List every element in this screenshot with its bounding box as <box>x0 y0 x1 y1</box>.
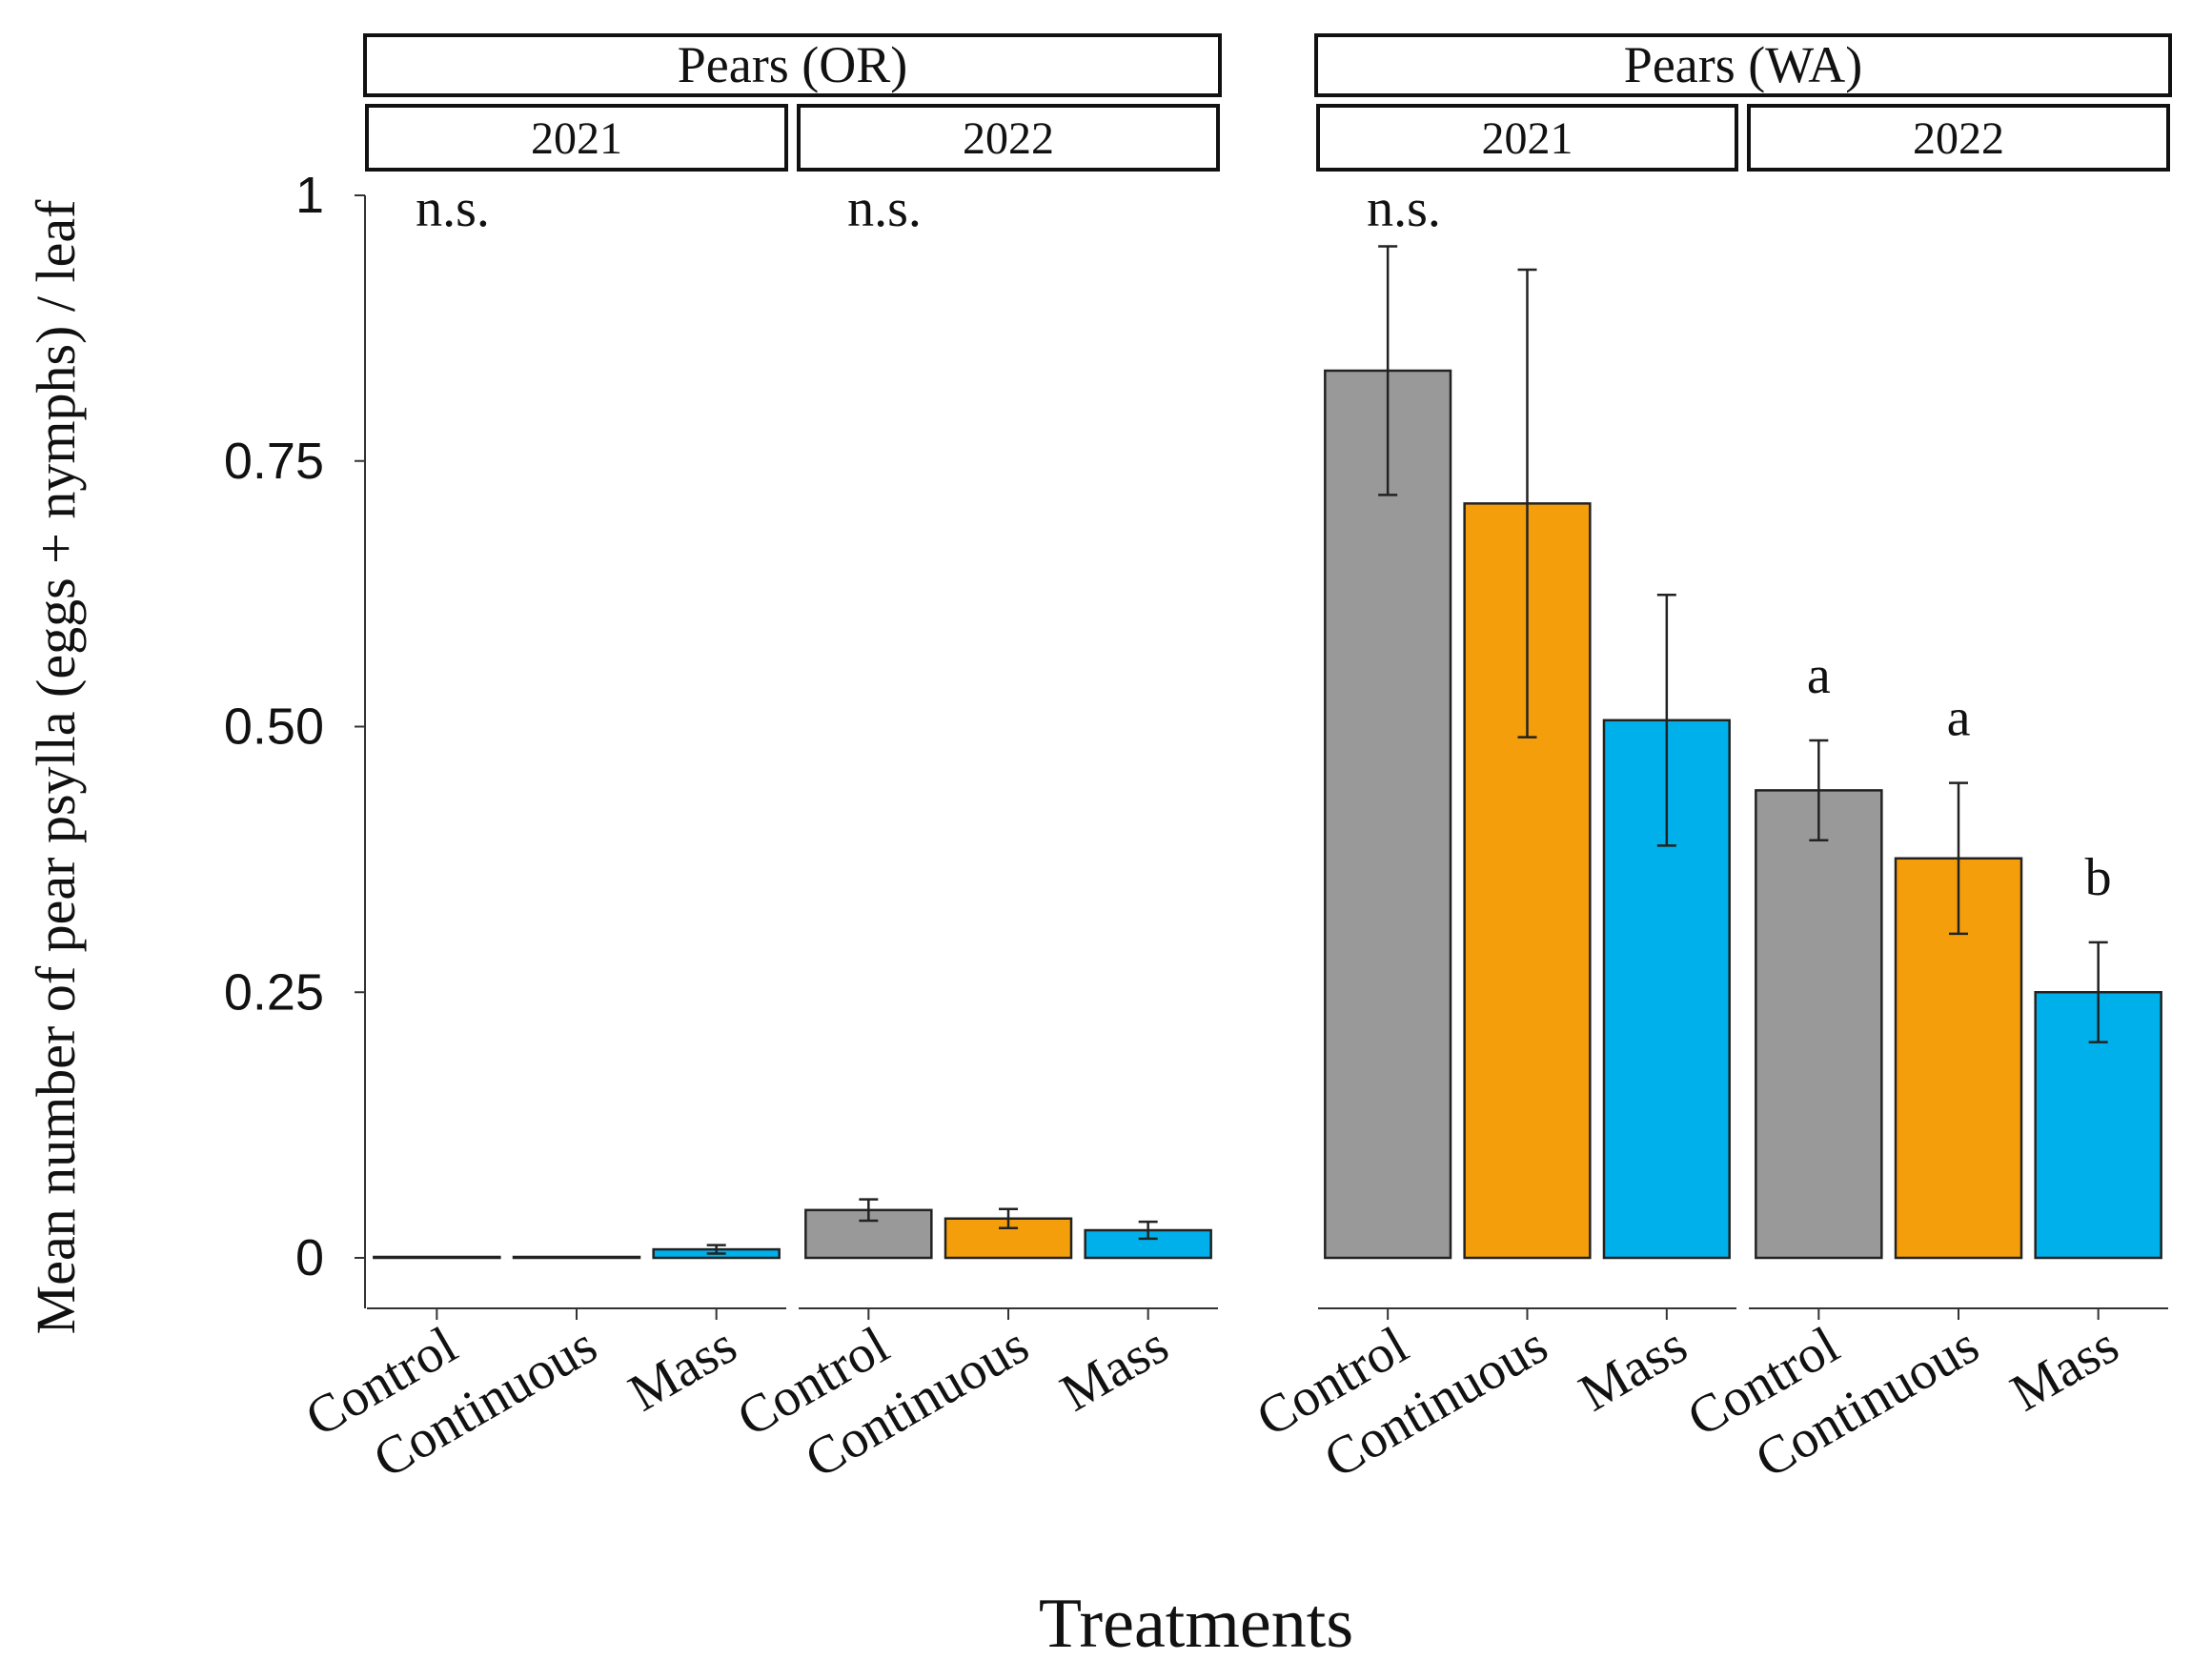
year-strip-label: 2021 <box>531 113 622 164</box>
bar <box>804 1208 933 1260</box>
year-strip <box>365 104 788 172</box>
significance-letter: a <box>1947 689 1971 748</box>
x-tick-label: Mass <box>619 1316 746 1424</box>
panel-annotation: n.s. <box>847 179 922 238</box>
y-tick-label: 1 <box>295 167 324 224</box>
x-tick-label: Mass <box>1570 1316 1696 1424</box>
x-tick-label: Mass <box>1051 1316 1178 1424</box>
bar <box>373 1255 501 1260</box>
panel-annotation: n.s. <box>416 179 490 238</box>
bar <box>1324 369 1452 1260</box>
bar <box>1755 789 1883 1260</box>
year-strip <box>1747 104 2170 172</box>
year-strip <box>797 104 1220 172</box>
y-tick-label: 0.50 <box>224 698 324 756</box>
year-strip <box>1316 104 1738 172</box>
group-strip-label: Pears (OR) <box>678 36 907 93</box>
y-tick-label: 0.75 <box>224 433 324 490</box>
x-axis-label: Treatments <box>1039 1585 1353 1663</box>
group-strip <box>1314 33 2172 97</box>
x-tick-label: Mass <box>2001 1316 2128 1424</box>
y-tick-label: 0 <box>295 1229 324 1286</box>
significance-letter: a <box>1807 646 1831 705</box>
group-strip <box>363 33 1222 97</box>
y-tick-label: 0.25 <box>224 963 324 1021</box>
group-strip-label: Pears (WA) <box>1624 36 1862 93</box>
bar <box>512 1255 641 1260</box>
y-axis-label: Mean number of pear psylla (eggs + nymph… <box>25 199 87 1334</box>
year-strip-label: 2022 <box>1913 113 2004 164</box>
year-strip-label: 2021 <box>1482 113 1573 164</box>
significance-letter: b <box>2085 848 2112 907</box>
year-strip-label: 2022 <box>963 113 1054 164</box>
panel-annotation: n.s. <box>1367 179 1441 238</box>
